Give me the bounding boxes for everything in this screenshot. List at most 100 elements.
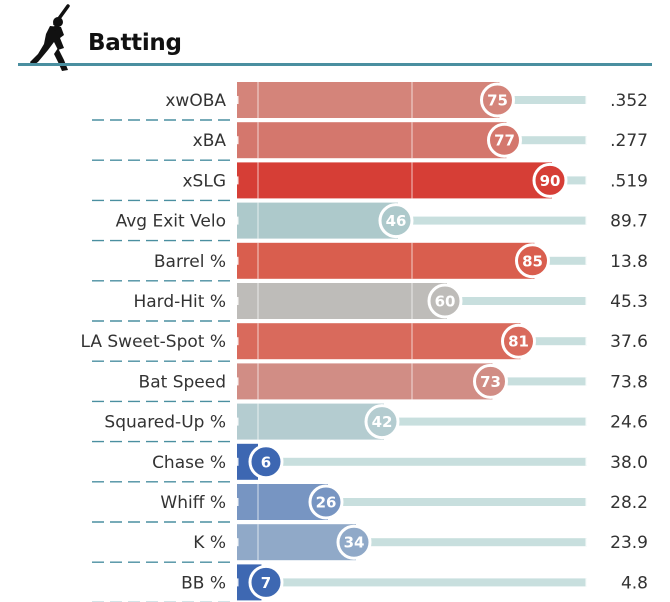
reference-tick: [235, 578, 239, 587]
percentile-label: 42: [372, 413, 393, 431]
reference-tick: [235, 136, 239, 145]
percentile-bar: [237, 202, 398, 239]
reference-tick: [585, 498, 589, 506]
category-label: BB %: [181, 573, 226, 593]
percentile-bubble: [378, 203, 414, 239]
reference-tick: [257, 524, 259, 561]
stat-value: 28.2: [610, 493, 648, 513]
reference-tick: [585, 337, 589, 346]
reference-tick: [585, 256, 589, 265]
stat-value: 38.0: [610, 453, 648, 473]
reference-tick: [257, 202, 259, 239]
percentile-bubble: [473, 363, 508, 399]
track-line: [520, 337, 587, 346]
reference-tick: [411, 82, 413, 118]
reference-tick: [257, 484, 259, 520]
percentile-label: 60: [435, 293, 456, 311]
reference-tick: [235, 417, 239, 426]
category-label: LA Sweet-Spot %: [80, 332, 226, 352]
percentile-bar: [237, 122, 507, 159]
category-label: Squared-Up %: [104, 413, 226, 433]
percentile-bar: [237, 323, 521, 360]
percentile-label: 85: [522, 252, 543, 270]
reference-tick: [585, 176, 589, 185]
category-label: xBA: [193, 131, 227, 151]
percentile-bubble: [308, 484, 344, 520]
reference-tick: [411, 162, 413, 199]
reference-tick: [235, 176, 239, 185]
percentile-label: 73: [480, 373, 501, 391]
track-line: [506, 136, 587, 145]
reference-tick: [257, 162, 259, 199]
stat-value: .277: [610, 131, 648, 151]
percentile-label: 7: [261, 574, 271, 592]
stat-value: 73.8: [610, 372, 648, 392]
stat-value: 23.9: [610, 533, 648, 553]
reference-tick: [235, 377, 239, 386]
percentile-label: 75: [487, 92, 508, 110]
header-divider: [18, 63, 652, 66]
percentile-bubble: [336, 524, 372, 560]
section-header: Batting: [0, 0, 670, 71]
reference-tick: [585, 216, 589, 225]
reference-tick: [235, 96, 239, 104]
reference-tick: [257, 283, 259, 319]
track-line: [384, 417, 587, 426]
percentile-bar: [237, 363, 493, 400]
reference-tick: [585, 538, 589, 547]
category-label: Barrel %: [154, 252, 226, 272]
stat-value: .519: [610, 171, 648, 191]
reference-tick: [235, 337, 239, 346]
reference-tick: [235, 498, 239, 506]
reference-tick: [235, 216, 239, 225]
category-label: xSLG: [183, 171, 227, 191]
reference-tick: [257, 242, 259, 279]
reference-tick: [257, 122, 259, 159]
percentile-bubble: [487, 122, 522, 158]
stat-value: 4.8: [621, 573, 648, 593]
reference-tick: [585, 297, 589, 305]
category-label: Avg Exit Velo: [116, 212, 226, 232]
section-title: Batting: [88, 30, 182, 56]
percentile-bar: [237, 403, 384, 440]
track-line: [398, 216, 587, 225]
reference-tick: [411, 122, 413, 159]
reference-tick: [257, 403, 259, 440]
stat-value: 13.8: [610, 252, 648, 272]
track-line: [328, 498, 587, 506]
category-label: K %: [193, 533, 226, 553]
percentile-bar: [237, 242, 535, 279]
track-line: [261, 578, 587, 587]
category-label: Chase %: [152, 453, 226, 473]
percentile-label: 34: [344, 534, 365, 552]
category-label: xwOBA: [165, 91, 226, 111]
track-line: [447, 297, 587, 305]
track-line: [356, 538, 587, 547]
percentile-bubble: [501, 323, 536, 359]
stat-value: 45.3: [610, 292, 648, 312]
category-label: Hard-Hit %: [133, 292, 226, 312]
reference-tick: [235, 538, 239, 547]
stat-value: 89.7: [610, 212, 648, 232]
reference-tick: [585, 457, 589, 466]
percentile-bubble: [364, 404, 400, 440]
track-line: [534, 256, 587, 265]
reference-tick: [235, 256, 239, 265]
reference-tick: [411, 363, 413, 400]
track-line: [499, 96, 587, 104]
percentile-bar: [237, 82, 500, 118]
percentile-label: 81: [508, 333, 529, 351]
category-label: Bat Speed: [139, 372, 226, 392]
track-line: [492, 377, 587, 386]
reference-tick: [411, 323, 413, 360]
reference-tick: [585, 578, 589, 587]
reference-tick: [585, 96, 589, 104]
percentile-bubble: [532, 162, 568, 198]
track-line: [552, 176, 587, 185]
reference-tick: [585, 417, 589, 426]
percentile-label: 46: [386, 212, 407, 230]
percentile-bubble: [248, 444, 284, 480]
percentile-bar: [237, 162, 552, 199]
stat-value: .352: [610, 91, 648, 111]
